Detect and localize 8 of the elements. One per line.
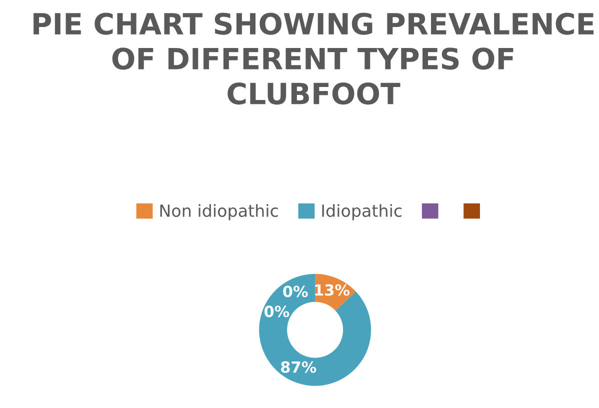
- legend-label: Non idiopathic: [160, 204, 278, 220]
- chart-title: PIE CHART SHOWING PREVALENCE OF DIFFERENT TYPES OF CLUBFOOT: [34, 12, 594, 105]
- donut-slice: [259, 274, 372, 386]
- legend-label: Idiopathic: [322, 204, 402, 220]
- text: 0%: [264, 306, 290, 318]
- data-label: 13%: [315, 284, 350, 296]
- text: 0%: [283, 286, 308, 298]
- data-label: 87%: [281, 361, 316, 373]
